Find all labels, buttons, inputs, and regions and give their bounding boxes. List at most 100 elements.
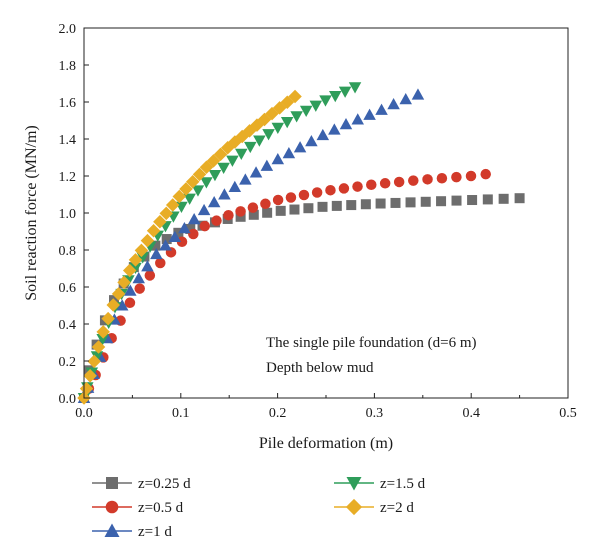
data-point <box>303 203 314 214</box>
legend-item: z=1.5 d <box>334 476 426 492</box>
data-point <box>87 354 101 369</box>
data-point <box>316 128 330 141</box>
data-point <box>161 234 172 245</box>
data-point <box>288 89 302 104</box>
data-point <box>289 204 300 215</box>
data-point <box>79 381 94 396</box>
data-point <box>239 173 252 185</box>
data-point <box>172 189 187 204</box>
data-point <box>360 199 371 210</box>
data-point <box>285 192 297 203</box>
legend-marker <box>104 523 120 537</box>
data-point <box>331 200 342 211</box>
legend-item: z=0.25 d <box>92 476 191 492</box>
data-point <box>247 202 259 213</box>
data-point <box>422 174 433 185</box>
series-triangle-down <box>77 82 362 405</box>
x-tick-label: 0.0 <box>75 406 93 421</box>
data-point <box>346 200 357 211</box>
data-point <box>436 196 447 207</box>
data-point <box>165 198 180 212</box>
data-point <box>271 152 285 165</box>
data-point <box>408 175 419 186</box>
data-point <box>375 103 388 115</box>
legend-label: z=0.25 d <box>138 476 191 492</box>
data-point <box>90 351 104 363</box>
data-point <box>290 111 303 123</box>
data-point <box>200 177 213 189</box>
data-point <box>244 141 257 154</box>
data-point <box>128 253 143 267</box>
data-point <box>188 228 199 240</box>
x-tick-label: 0.2 <box>269 406 287 421</box>
series-layer <box>77 82 525 405</box>
data-point <box>185 175 200 189</box>
data-point <box>168 230 182 242</box>
data-point <box>465 170 477 182</box>
y-tick-label: 0.4 <box>59 318 77 333</box>
data-point <box>117 275 131 290</box>
data-point <box>480 168 491 180</box>
legend-label: z=1 d <box>138 524 172 540</box>
annotation-foundation: The single pile foundation (d=6 m) <box>266 335 477 351</box>
data-point <box>390 197 401 208</box>
data-point <box>328 123 341 135</box>
data-point <box>228 180 242 192</box>
data-point <box>106 298 121 312</box>
data-point <box>208 170 222 182</box>
data-point <box>387 98 400 110</box>
data-point <box>393 176 405 188</box>
y-axis-label: Soil reaction force (MN/m) <box>23 125 40 301</box>
data-point <box>187 212 201 225</box>
ticks-layer: 0.0 0.1 0.2 0.3 0.4 0.5 0.0 0.2 0.4 0.6 0.8 1.0 1.2 1… <box>59 22 577 421</box>
y-tick-label: 0.0 <box>59 392 77 407</box>
data-point <box>132 272 145 284</box>
y-tick-label: 1.4 <box>59 133 77 148</box>
x-axis-label: Pile deformation (m) <box>259 435 393 452</box>
data-point <box>253 135 266 147</box>
x-tick-label: 0.4 <box>462 406 480 421</box>
legend-item: z=1 d <box>92 523 172 540</box>
data-point <box>311 187 323 198</box>
data-point <box>338 86 352 98</box>
data-point <box>83 369 97 383</box>
data-point <box>153 214 167 229</box>
data-point <box>366 179 377 190</box>
data-point <box>351 113 364 125</box>
data-point <box>329 91 342 103</box>
data-point <box>272 194 284 206</box>
data-point <box>197 203 211 216</box>
data-point <box>218 188 231 200</box>
data-point <box>124 284 137 296</box>
data-point <box>309 100 323 112</box>
data-point <box>282 147 296 159</box>
data-point <box>498 193 509 204</box>
data-point <box>159 239 172 251</box>
data-point <box>150 247 163 260</box>
data-point <box>207 196 221 208</box>
y-tick-label: 0.8 <box>59 244 77 259</box>
data-point <box>260 198 271 210</box>
data-point <box>124 297 136 309</box>
data-point <box>399 93 412 105</box>
data-point <box>199 220 211 232</box>
data-point <box>280 117 294 129</box>
data-point <box>411 88 425 100</box>
data-point <box>249 166 263 178</box>
y-tick-label: 1.0 <box>59 207 77 222</box>
data-point <box>140 233 155 248</box>
data-point <box>260 159 274 171</box>
legend-item: z=0.5 d <box>92 500 184 516</box>
data-point <box>293 141 307 153</box>
x-tick-label: 0.3 <box>366 406 384 421</box>
data-point <box>319 95 332 107</box>
data-point <box>223 209 234 221</box>
legend-marker <box>106 477 118 489</box>
series-diamond <box>77 89 302 405</box>
data-point <box>134 243 149 258</box>
data-point <box>305 135 318 147</box>
data-point <box>111 287 126 301</box>
data-point <box>226 155 239 167</box>
legend-marker <box>345 498 363 516</box>
data-point <box>451 171 462 183</box>
